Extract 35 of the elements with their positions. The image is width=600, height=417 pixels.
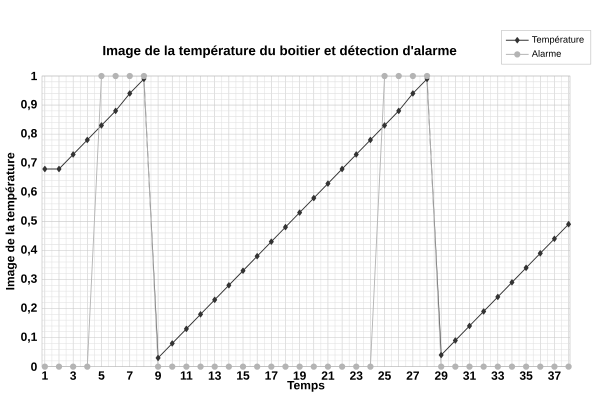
x-tick-label: 35 <box>520 371 532 380</box>
y-tick-label: 0,9 <box>21 100 37 110</box>
y-tick-label: 0 <box>31 362 37 371</box>
chart-title: Image de la température du boitier et détection d'alarme <box>103 45 456 58</box>
x-axis-title: Temps <box>287 381 324 392</box>
x-tick-label: 3 <box>70 371 76 380</box>
x-tick-label: 23 <box>350 371 362 380</box>
y-tick-label: 0,1 <box>21 332 37 343</box>
y-tick-label: 0,2 <box>21 303 37 314</box>
y-tick-label: 0,8 <box>21 129 37 140</box>
y-tick-label: 0,6 <box>21 187 37 198</box>
legend-label: Température <box>532 36 584 45</box>
x-tick-label: 33 <box>491 371 504 380</box>
x-tick-label: 7 <box>126 371 133 380</box>
x-tick-label: 1 <box>42 371 48 380</box>
y-tick-label: 0,4 <box>21 245 38 256</box>
x-tick-label: 29 <box>434 371 448 380</box>
x-tick-label: 9 <box>155 371 161 380</box>
x-tick-label: 15 <box>237 371 250 380</box>
y-tick-label: 0,7 <box>21 158 37 168</box>
x-tick-label: 17 <box>265 371 278 380</box>
x-tick-label: 13 <box>208 371 221 380</box>
x-tick-label: 11 <box>180 371 192 380</box>
x-tick-label: 21 <box>322 371 334 380</box>
x-tick-label: 5 <box>98 371 104 380</box>
x-tick-label: 37 <box>548 371 561 380</box>
x-tick-label: 19 <box>294 371 306 380</box>
y-tick-label: 0,5 <box>21 216 37 226</box>
legend-label: Alarme <box>532 50 561 57</box>
x-tick-label: 31 <box>463 371 476 380</box>
x-tick-label: 27 <box>406 371 420 380</box>
y-tick-label: 0,3 <box>21 274 37 285</box>
x-tick-label: 25 <box>378 371 391 380</box>
y-tick-label: 1 <box>31 72 37 80</box>
y-axis-title: Image de la température <box>5 152 17 290</box>
